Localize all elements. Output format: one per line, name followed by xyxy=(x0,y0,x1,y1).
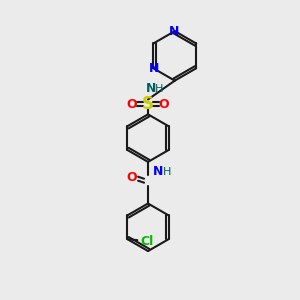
Text: O: O xyxy=(159,98,169,111)
Text: O: O xyxy=(127,98,137,111)
Text: N: N xyxy=(169,25,179,38)
Text: S: S xyxy=(142,95,154,113)
Text: O: O xyxy=(127,171,137,184)
Text: N: N xyxy=(149,62,160,75)
Text: N: N xyxy=(146,82,157,95)
Text: H: H xyxy=(155,84,164,94)
Text: Cl: Cl xyxy=(141,235,154,248)
Text: N: N xyxy=(153,165,163,178)
Text: H: H xyxy=(163,167,171,177)
